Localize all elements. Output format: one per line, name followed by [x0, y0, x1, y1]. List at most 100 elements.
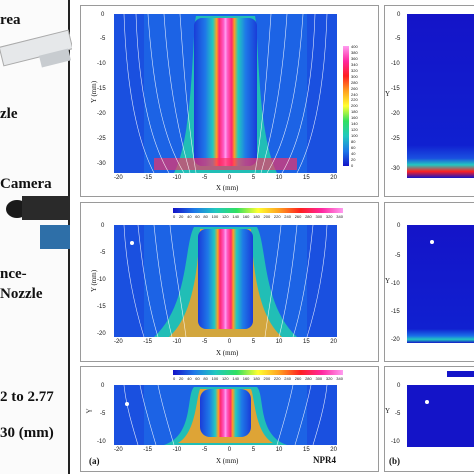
y-tick: -5 [395, 411, 401, 417]
colorbar-tick: 140 [232, 214, 240, 219]
x-tick: 0 [227, 175, 232, 181]
y-tick: -30 [97, 161, 106, 167]
colorbar-tick: 380 [351, 49, 358, 55]
colorbar-tick: 340 [351, 61, 358, 67]
y-tick: 0 [397, 383, 401, 389]
y-tick: -10 [97, 61, 106, 67]
x-tick: -5 [201, 447, 208, 453]
photo-text-area: rea [0, 12, 21, 28]
colorbar-tick: 40 [187, 214, 192, 219]
marker-dot [425, 400, 429, 404]
colorbar-tick: 320 [351, 67, 358, 73]
colorbar-tick: 320 [325, 214, 333, 219]
colorbar-tick: 280 [305, 214, 312, 219]
colorbar-tick: 220 [351, 97, 358, 103]
colorbar-tick: 180 [253, 376, 260, 381]
x-tick: -15 [143, 175, 152, 181]
colorbar-tick: 160 [351, 115, 358, 121]
colorbar-tick: 80 [203, 376, 208, 381]
y-tick: -5 [100, 36, 106, 42]
camera-mount-shape [40, 225, 70, 249]
concentration-map-middle [407, 225, 474, 343]
colorbar-tick-row: 0 20 40 60 80 100 120 140 160 180 200 22… [173, 376, 343, 382]
marker-dot [130, 241, 134, 245]
colorbar-tick: 260 [294, 214, 302, 219]
velocity-contour-middle [114, 225, 337, 337]
y-axis-label: Y [385, 407, 391, 415]
y-tick: -10 [97, 277, 106, 283]
y-tick: -10 [391, 281, 400, 287]
x-tick: -15 [143, 339, 152, 345]
colorbar-tick: 0 [173, 376, 176, 381]
y-tick: -20 [97, 331, 106, 337]
x-tick: 20 [330, 339, 337, 345]
colorbar-tick: 400 [351, 44, 358, 49]
y-axis-label: Y [385, 90, 391, 98]
panel-bottom-middle: 0 20 40 60 80 100 120 140 160 180 200 22… [80, 366, 379, 472]
case-label: NPR4 [313, 455, 336, 465]
marker-dot [430, 240, 434, 244]
colorbar-tick: 280 [305, 376, 312, 381]
colorbar-tick: 100 [211, 376, 219, 381]
experiment-photo: rea zle Camera nce- Nozzle 2 to 2.77 30 … [0, 0, 72, 474]
colorbar-tick: 140 [351, 121, 358, 127]
x-tick: -10 [172, 339, 182, 345]
colorbar-tick: 200 [351, 103, 358, 109]
panel-letter-b: (b) [389, 456, 400, 466]
panel-top-middle: 0 -5 -10 -15 -20 -25 -30 Y (mm) -20 -15 … [80, 5, 379, 197]
y-tick: -25 [391, 136, 400, 142]
panel-letter-a: (a) [89, 456, 100, 466]
y-tick: -15 [97, 304, 106, 310]
y-tick: -25 [97, 136, 106, 142]
colorbar-tick: 240 [351, 91, 358, 97]
y-axis-label: Y (mm) [90, 80, 99, 104]
y-tick: -15 [391, 309, 400, 315]
colorbar-tick: 360 [351, 55, 358, 61]
photo-text-distance-mm: 30 (mm) [0, 425, 54, 441]
colorbar-tick: 220 [273, 376, 281, 381]
x-tick: 15 [303, 175, 310, 181]
y-tick: -15 [97, 86, 106, 92]
colorbar-tick: 60 [351, 144, 356, 150]
colorbar-tick: 40 [351, 150, 356, 156]
y-tick: -5 [100, 411, 106, 417]
photo-text-nozzle-2: Nozzle [0, 286, 43, 302]
velocity-contour-bottom [114, 385, 337, 445]
colorbar-tick-row: 0 20 40 60 80 100 120 140 160 180 200 22… [173, 214, 343, 220]
colorbar-vertical [343, 46, 349, 166]
colorbar-tick: 100 [351, 133, 358, 139]
y-tick: -20 [391, 337, 400, 343]
colorbar-tick: 20 [351, 156, 356, 162]
colorbar-tick: 260 [351, 85, 358, 91]
y-tick: -10 [391, 61, 400, 67]
colorbar-tick: 120 [221, 214, 229, 219]
colorbar-horizontal [173, 208, 343, 213]
x-tick: -20 [114, 447, 123, 453]
x-tick: 10 [275, 447, 283, 453]
colorbar-stub [447, 371, 474, 377]
colorbar-tick: 0 [351, 162, 354, 168]
colorbar-tick: 160 [242, 214, 250, 219]
colorbar-tick: 240 [284, 214, 291, 219]
y-tick: -10 [391, 439, 400, 445]
colorbar-tick: 280 [351, 79, 358, 85]
x-tick: 5 [251, 447, 256, 453]
x-tick: 20 [330, 447, 337, 453]
colorbar-tick: 100 [211, 214, 219, 219]
x-tick: 15 [303, 447, 310, 453]
colorbar-tick: 80 [351, 139, 356, 144]
y-tick: 0 [101, 223, 105, 229]
colorbar-tick: 140 [232, 376, 240, 381]
x-axis-label: X (mm) [216, 184, 239, 192]
photo-text-camera: Camera [0, 176, 52, 192]
x-tick: 15 [303, 339, 310, 345]
colorbar-tick: 40 [187, 376, 192, 381]
y-tick: 0 [397, 12, 401, 18]
colorbar-tick: 300 [351, 73, 358, 79]
y-tick: -5 [100, 250, 106, 256]
colorbar-tick: 300 [315, 376, 323, 381]
colorbar-tick: 240 [284, 376, 291, 381]
x-tick: 5 [251, 339, 256, 345]
panel-bottom-right: 0 -5 -10 Y (b) [384, 366, 474, 472]
x-tick: 20 [330, 175, 337, 181]
